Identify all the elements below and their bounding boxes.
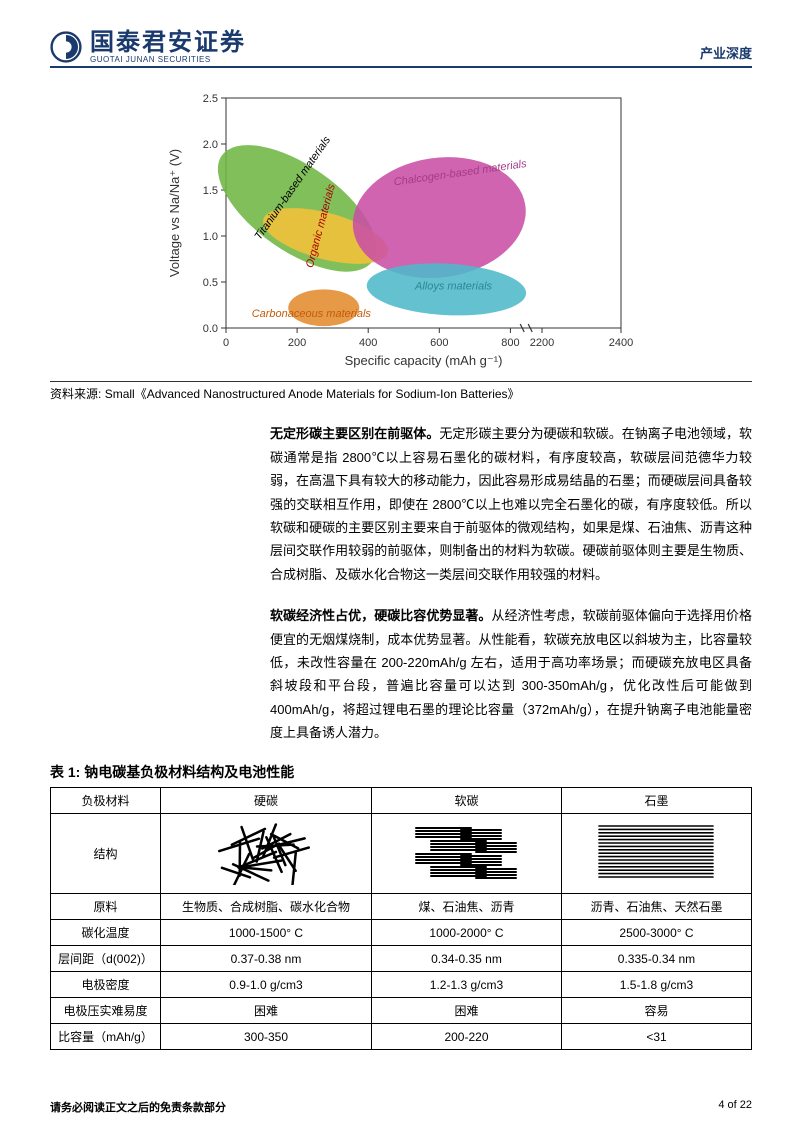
table-header-cell: 石墨 — [561, 788, 751, 814]
company-logo-block: 国泰君安证券 GUOTAI JUNAN SECURITIES — [50, 30, 246, 64]
page-footer: 请务必阅读正文之后的免责条款部分 4 of 22 — [50, 1099, 752, 1115]
svg-text:0.5: 0.5 — [203, 277, 218, 289]
body-paragraphs: 无定形碳主要区别在前驱体。无定形碳主要分为硬碳和软碳。在钠离子电池领域，软碳通常… — [50, 422, 752, 744]
company-logo-text: 国泰君安证券 GUOTAI JUNAN SECURITIES — [90, 30, 246, 64]
source-label: 资料来源: — [50, 387, 101, 401]
page-root: 国泰君安证券 GUOTAI JUNAN SECURITIES 产业深度 0 200… — [0, 0, 802, 1133]
table-data-cell: 200-220 — [371, 1024, 561, 1050]
table-header-cell: 软碳 — [371, 788, 561, 814]
table-row-label: 比容量（mAh/g） — [51, 1024, 161, 1050]
table-row-label: 碳化温度 — [51, 920, 161, 946]
table-data-cell: 0.335-0.34 nm — [561, 946, 751, 972]
table-data-cell: 0.37-0.38 nm — [161, 946, 372, 972]
chart-divider — [50, 381, 752, 382]
source-line: 资料来源: Small《Advanced Nanostructured Anod… — [50, 385, 752, 402]
table-data-cell: 1.2-1.3 g/cm3 — [371, 972, 561, 998]
table-data-cell: 沥青、石油焦、天然石墨 — [561, 894, 751, 920]
structure-diagram-soft — [391, 820, 541, 885]
table-data-cell: 困难 — [371, 998, 561, 1024]
table-row: 结构 — [51, 814, 752, 894]
table-row: 碳化温度1000-1500° C1000-2000° C2500-3000° C — [51, 920, 752, 946]
structure-cell — [561, 814, 751, 894]
structure-cell — [371, 814, 561, 894]
source-text: Small《Advanced Nanostructured Anode Mate… — [105, 387, 520, 401]
chart-figure: 0 200 400 600 800 2200 2400 0.0 0.5 1.0 1.5 2.0 2.5 S… — [50, 83, 752, 376]
svg-text:1.0: 1.0 — [203, 231, 218, 243]
structure-cell — [161, 814, 372, 894]
footer-page-number: 4 of 22 — [718, 1099, 752, 1115]
table-row-label: 层间距（d(002)） — [51, 946, 161, 972]
table-data-cell: 1000-2000° C — [371, 920, 561, 946]
table-row-label: 结构 — [51, 814, 161, 894]
structure-diagram-hard — [191, 820, 341, 885]
table-row: 电极压实难易度困难困难容易 — [51, 998, 752, 1024]
svg-text:Carbonaceous materials: Carbonaceous materials — [252, 308, 372, 320]
table-data-cell: 1.5-1.8 g/cm3 — [561, 972, 751, 998]
svg-text:400: 400 — [359, 337, 377, 349]
table-row: 比容量（mAh/g）300-350200-220<31 — [51, 1024, 752, 1050]
table-row: 电极密度0.9-1.0 g/cm31.2-1.3 g/cm31.5-1.8 g/… — [51, 972, 752, 998]
company-name-en: GUOTAI JUNAN SECURITIES — [90, 56, 246, 64]
svg-text:Specific capacity (mAh g⁻¹): Specific capacity (mAh g⁻¹) — [345, 353, 503, 368]
table-header-cell: 负极材料 — [51, 788, 161, 814]
body-paragraph: 无定形碳主要区别在前驱体。无定形碳主要分为硬碳和软碳。在钠离子电池领域，软碳通常… — [50, 422, 752, 586]
structure-diagram-graphite — [581, 820, 731, 885]
svg-text:Alloys materials: Alloys materials — [414, 281, 493, 293]
paragraph-text: 无定形碳主要分为硬碳和软碳。在钠离子电池领域，软碳通常是指 2800℃以上容易石… — [270, 426, 752, 581]
paragraph-lead: 无定形碳主要区别在前驱体。 — [270, 426, 439, 441]
table-data-cell: 容易 — [561, 998, 751, 1024]
body-paragraph: 软碳经济性占优，硬碳比容优势显著。从经济性考虑，软碳前驱体偏向于选择用价格便宜的… — [50, 604, 752, 744]
table-data-cell: 生物质、合成树脂、碳水化合物 — [161, 894, 372, 920]
svg-text:2.5: 2.5 — [203, 93, 218, 105]
table-data-cell: 0.34-0.35 nm — [371, 946, 561, 972]
doc-type-label: 产业深度 — [700, 43, 752, 64]
svg-text:Voltage vs Na/Na⁺ (V): Voltage vs Na/Na⁺ (V) — [167, 149, 182, 277]
svg-text:2200: 2200 — [530, 337, 554, 349]
svg-text:600: 600 — [430, 337, 448, 349]
svg-text:2400: 2400 — [609, 337, 633, 349]
table-data-cell: 300-350 — [161, 1024, 372, 1050]
table-data-cell: 0.9-1.0 g/cm3 — [161, 972, 372, 998]
company-name-cn: 国泰君安证券 — [90, 30, 246, 56]
table-row: 层间距（d(002)）0.37-0.38 nm0.34-0.35 nm0.335… — [51, 946, 752, 972]
table-row-label: 电极压实难易度 — [51, 998, 161, 1024]
svg-text:800: 800 — [501, 337, 519, 349]
table-title: 表 1: 钠电碳基负极材料结构及电池性能 — [50, 762, 752, 782]
table-row-label: 原料 — [51, 894, 161, 920]
table-data-cell: <31 — [561, 1024, 751, 1050]
page-header: 国泰君安证券 GUOTAI JUNAN SECURITIES 产业深度 — [50, 30, 752, 68]
svg-text:1.5: 1.5 — [203, 185, 218, 197]
svg-text:200: 200 — [288, 337, 306, 349]
svg-text:0.0: 0.0 — [203, 323, 218, 335]
company-logo-icon — [50, 31, 82, 63]
paragraph-text: 从经济性考虑，软碳前驱体偏向于选择用价格便宜的无烟煤烧制，成本优势显著。从性能看… — [270, 608, 752, 740]
anode-material-table: 负极材料硬碳软碳石墨结构原料生物质、合成树脂、碳水化合物煤、石油焦、沥青沥青、石… — [50, 787, 752, 1050]
table-data-cell: 2500-3000° C — [561, 920, 751, 946]
paragraph-lead: 软碳经济性占优，硬碳比容优势显著。 — [270, 608, 491, 623]
svg-text:2.0: 2.0 — [203, 139, 218, 151]
table-header-cell: 硬碳 — [161, 788, 372, 814]
footer-disclaimer: 请务必阅读正文之后的免责条款部分 — [50, 1099, 226, 1115]
table-data-cell: 困难 — [161, 998, 372, 1024]
table-row-label: 电极密度 — [51, 972, 161, 998]
table-data-cell: 1000-1500° C — [161, 920, 372, 946]
svg-text:0: 0 — [223, 337, 229, 349]
table-row: 原料生物质、合成树脂、碳水化合物煤、石油焦、沥青沥青、石油焦、天然石墨 — [51, 894, 752, 920]
table-data-cell: 煤、石油焦、沥青 — [371, 894, 561, 920]
